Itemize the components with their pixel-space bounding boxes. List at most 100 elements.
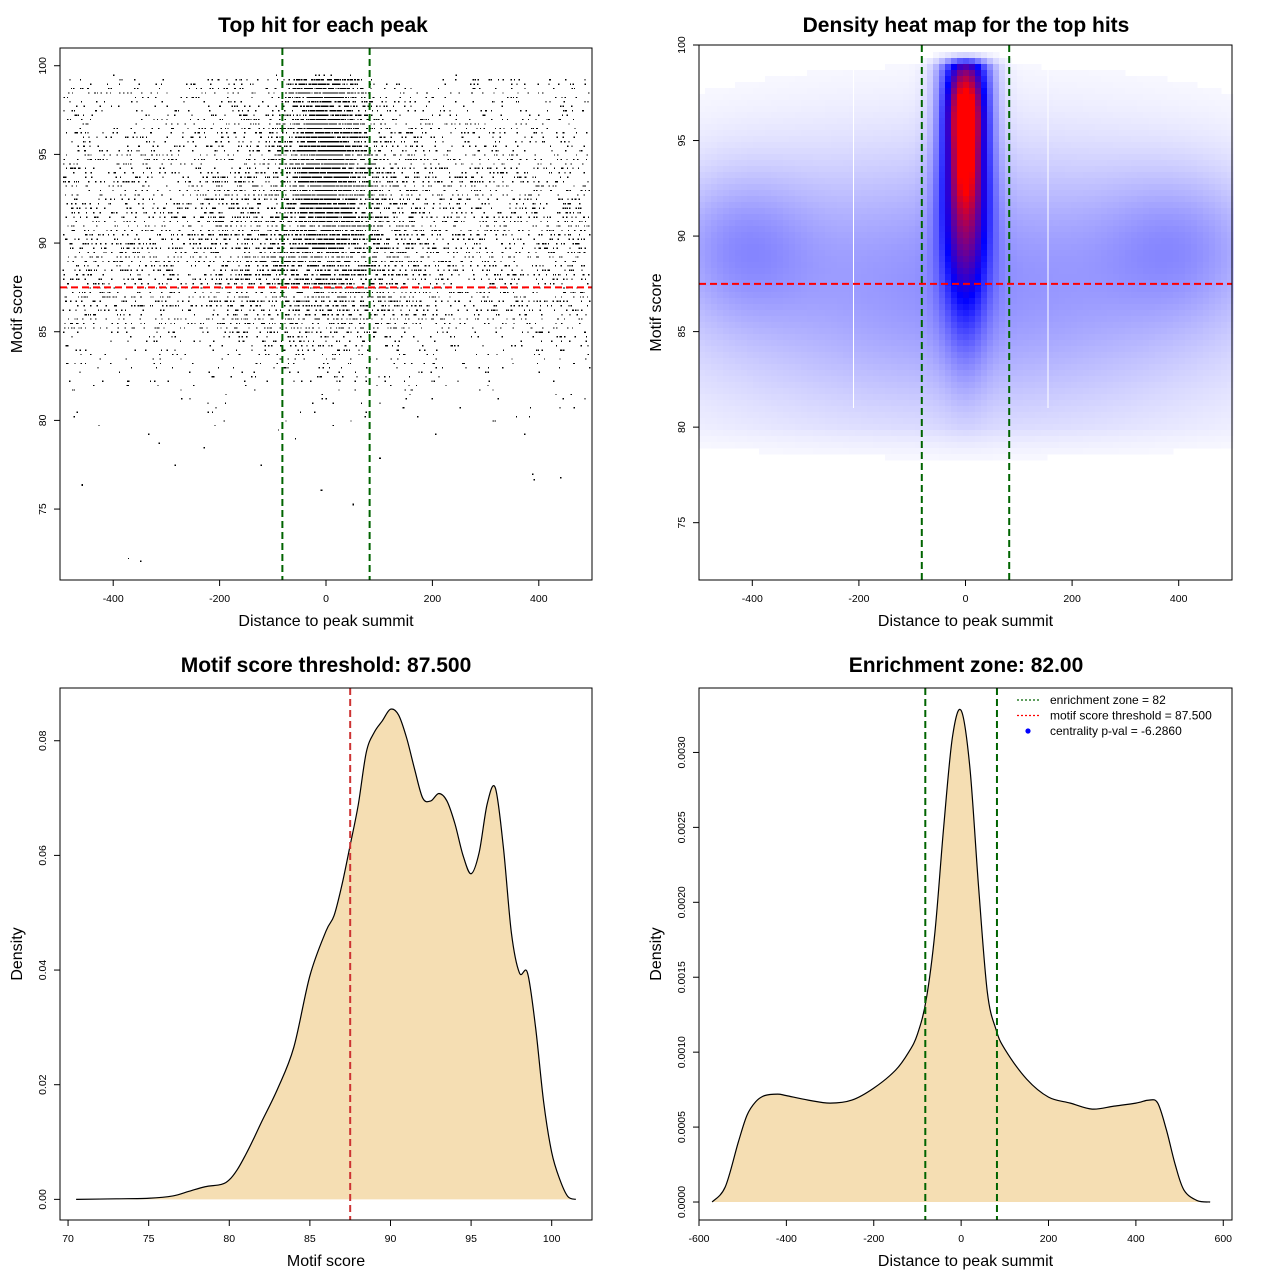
heatmap-cell [825,238,832,245]
heatmap-cell [1047,352,1054,359]
heatmap-cell [759,262,766,269]
heatmap-cell [915,166,922,173]
heatmap-cell [1209,136,1216,143]
heatmap-cell [1101,184,1108,191]
heatmap-cell [837,112,844,119]
heatmap-cell [729,106,736,113]
scatter-point [139,560,142,563]
heatmap-cell [1071,310,1078,317]
heatmap-cell [1083,352,1090,359]
heatmap-cell [1017,370,1024,377]
heatmap-cell [981,88,988,95]
heatmap-cell [885,256,892,263]
heatmap-cell [1167,232,1174,239]
heatmap-cell [927,232,934,239]
heatmap-cell [933,58,940,65]
heatmap-cell [1059,382,1066,389]
heatmap-cell [1197,88,1204,95]
heatmap-cell [1155,184,1162,191]
heatmap-cell [1143,286,1150,293]
heatmap-cell [963,316,970,323]
heatmap-cell [1053,208,1060,215]
heatmap-cell [1167,238,1174,245]
heatmap-cells [699,52,1234,461]
heatmap-cell [1113,310,1120,317]
heatmap-cell [759,394,766,401]
heatmap-cell [795,136,802,143]
heatmap-cell [867,190,874,197]
heatmap-cell [789,76,796,83]
heatmap-cell [1215,106,1222,113]
heatmap-cell [765,184,772,191]
heatmap-cell [1023,274,1030,281]
heatmap-cell [807,274,814,281]
heatmap-cell [993,154,1000,161]
heatmap-cell [1083,286,1090,293]
heatmap-cell [1119,196,1126,203]
heatmap-cell [825,328,832,335]
heatmap-cell [801,400,808,407]
heatmap-cell [1077,268,1084,275]
heatmap-cell [1059,352,1066,359]
heatmap-cell [1047,328,1054,335]
heatmap-cell [843,304,850,311]
heatmap-cell [1011,382,1018,389]
heatmap-cell [993,130,1000,137]
heatmap-cell [1203,214,1210,221]
heatmap-cell [951,244,958,251]
heatmap-cell [1161,136,1168,143]
heatmap-cell [1011,352,1018,359]
heatmap-cell [855,310,862,317]
heatmap-cell [981,160,988,167]
heatmap-cell [843,178,850,185]
heatmap-cell [1167,118,1174,125]
heatmap-cell [939,262,946,269]
heatmap-cell [1215,88,1222,95]
heatmap-cell [759,292,766,299]
heatmap-cell [891,70,898,77]
heatmap-cell [807,400,814,407]
heatmap-cell [915,88,922,95]
heatmap-cell [1101,82,1108,89]
heatmap-cell [1053,316,1060,323]
heatmap-cell [1047,334,1054,341]
heatmap-cell [891,244,898,251]
heatmap-cell [837,244,844,251]
heatmap-cell [1209,238,1216,245]
heatmap-cell [873,106,880,113]
heatmap-cell [1065,136,1072,143]
heatmap-cell [945,220,952,227]
heatmap-cell [1065,340,1072,347]
heatmap-cell [1029,400,1036,407]
heatmap-cell [1197,346,1204,353]
heatmap-cell [1125,370,1132,377]
heatmap-cell [1059,250,1066,257]
heatmap-cell [909,328,916,335]
heatmap-cell [1215,214,1222,221]
heatmap-cell [1053,148,1060,155]
heatmap-cell [939,400,946,407]
heatmap-cell [765,388,772,395]
heatmap-cell [1227,124,1234,131]
heatmap-cell [801,226,808,233]
heatmap-cell [1173,130,1180,137]
heatmap-cell [873,166,880,173]
heatmap-cell [711,364,718,371]
heatmap-cell [999,322,1006,329]
heatmap-cell [717,388,724,395]
heatmap-cell [819,148,826,155]
heatmap-cell [1203,298,1210,305]
heatmap-cell [915,112,922,119]
heatmap-cell [729,394,736,401]
heatmap-cell [1083,184,1090,191]
heatmap-cell [1125,268,1132,275]
heatmap-cell [759,364,766,371]
heatmap-cell [1191,82,1198,89]
heatmap-cell [747,334,754,341]
heatmap-cell [945,364,952,371]
heatmap-cell [945,58,952,65]
heatmap-cell [765,334,772,341]
heatmap-cell [831,298,838,305]
heatmap-cell [753,220,760,227]
heatmap-cell [843,244,850,251]
